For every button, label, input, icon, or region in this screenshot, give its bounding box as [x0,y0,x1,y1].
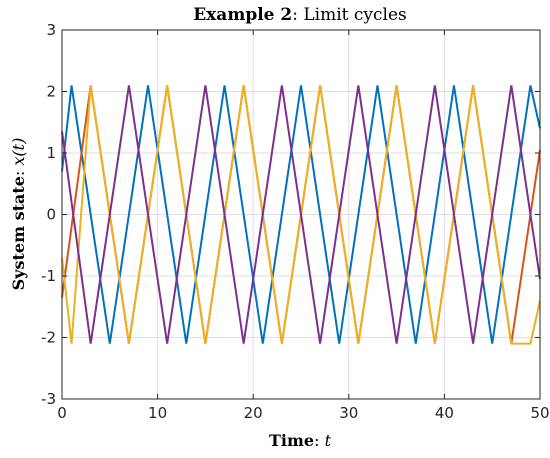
x-axis-label-sep: : [314,431,324,450]
y-tick-label: -2 [41,329,56,347]
chart-title-bold: Example 2 [193,5,292,25]
x-tick-label: 30 [339,404,358,422]
x-axis-label-var: t [325,431,332,450]
x-tick-label: 20 [244,404,263,422]
chart-title-rest: : Limit cycles [292,5,407,25]
y-tick-label: 0 [46,206,56,224]
x-tick-label: 50 [530,404,549,422]
y-tick-label: -3 [41,390,56,408]
y-axis-label-sep: : [9,166,28,176]
series-line-4 [61,85,541,344]
y-axis-label: System state: x(t) [9,138,28,291]
chart-title: Example 2: Limit cycles [193,5,407,25]
x-axis-label-bold: Time [269,431,314,450]
x-axis-label: Time: t [269,431,332,450]
axis-ticks: 0 10 20 30 40 50 -3 -2 -1 0 1 2 3 [41,21,550,422]
y-tick-label: 3 [46,21,56,39]
series-lines [61,85,541,345]
x-tick-label: 40 [435,404,454,422]
y-axis-label-bold: System state [9,176,28,290]
y-axis-label-var: x(t) [9,138,28,166]
series-line-1 [61,85,541,344]
y-tick-label: 1 [46,144,56,162]
x-tick-label: 10 [148,404,167,422]
y-tick-label: -1 [41,267,56,285]
y-tick-label: 2 [46,83,56,101]
x-tick-label: 0 [57,404,67,422]
